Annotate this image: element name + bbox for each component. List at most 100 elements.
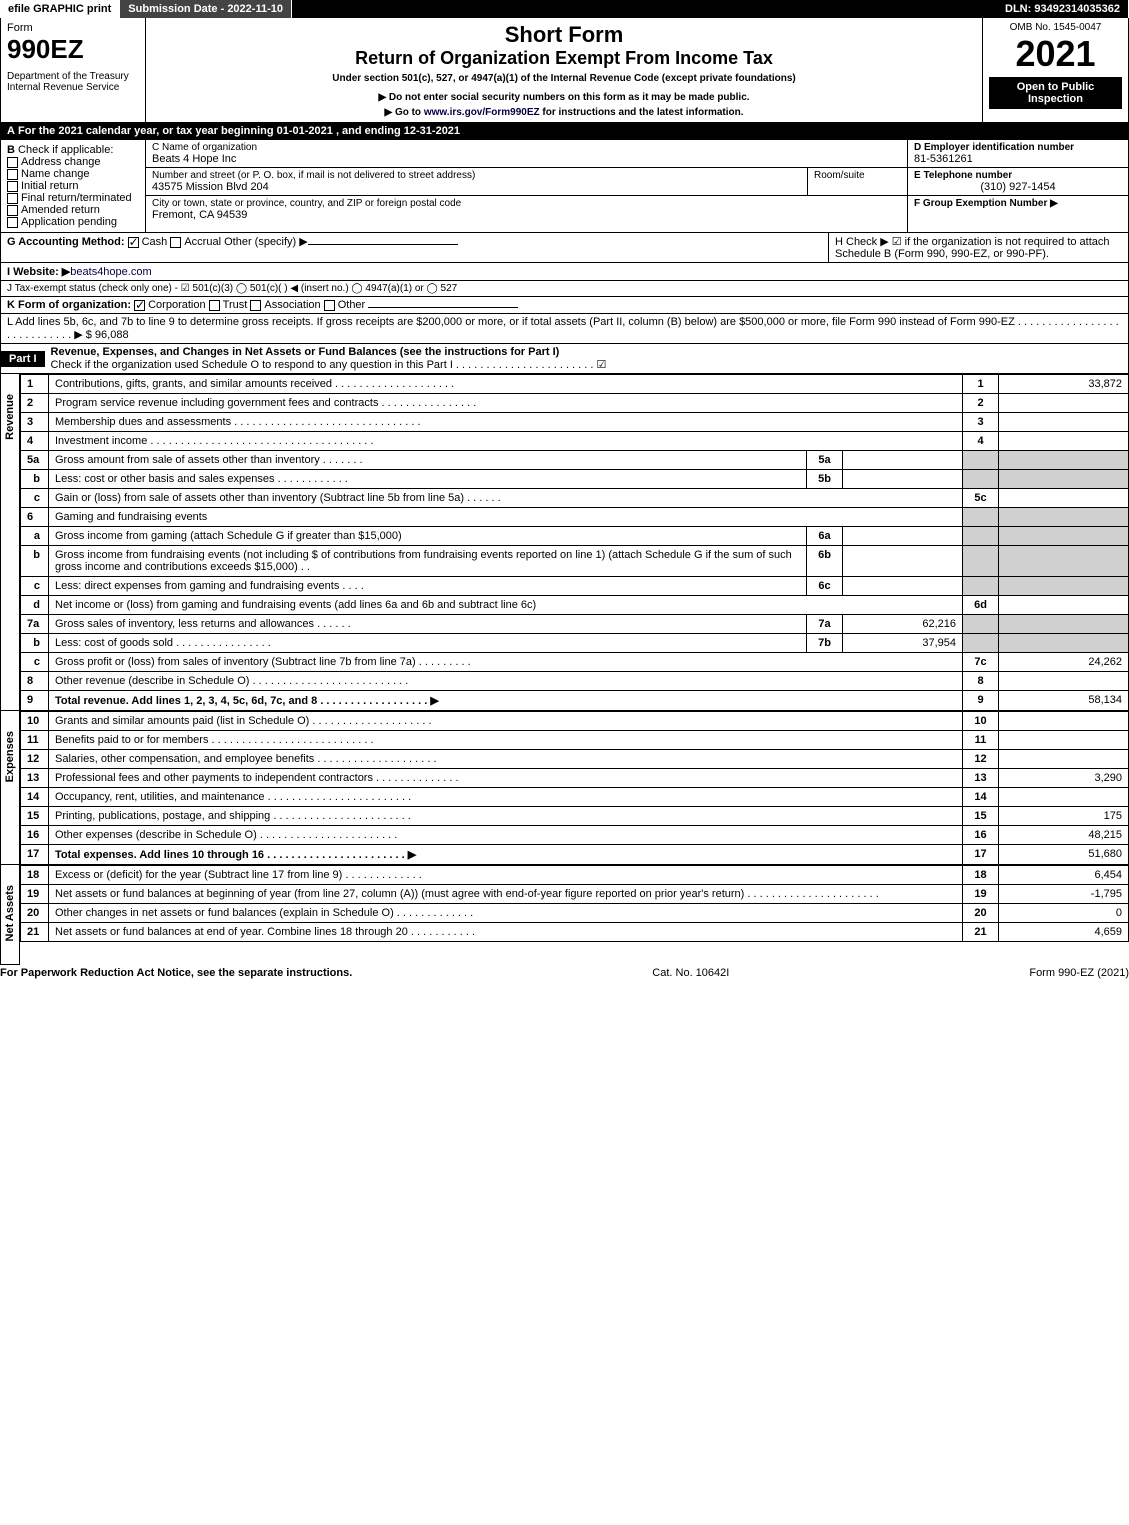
box-c: C Name of organization Beats 4 Hope Inc …: [146, 140, 908, 232]
expenses-section: Expenses 10Grants and similar amounts pa…: [0, 711, 1129, 865]
line-a: A For the 2021 calendar year, or tax yea…: [1, 123, 466, 139]
opt-other-org-label: Other: [338, 299, 366, 311]
opt-corporation-label: Corporation: [148, 299, 205, 311]
table-row: aGross income from gaming (attach Schedu…: [21, 527, 1129, 546]
line-l-row: L Add lines 5b, 6c, and 7b to line 9 to …: [0, 314, 1129, 344]
table-row: dNet income or (loss) from gaming and fu…: [21, 596, 1129, 615]
table-row: 13Professional fees and other payments t…: [21, 769, 1129, 788]
open-to-public: Open to Public Inspection: [989, 77, 1122, 109]
box-c-name: C Name of organization Beats 4 Hope Inc: [146, 140, 907, 168]
opt-other-label: Other (specify) ▶: [224, 236, 308, 248]
revenue-vlabel: Revenue: [0, 374, 20, 711]
table-row: 4Investment income . . . . . . . . . . .…: [21, 432, 1129, 451]
box-def: D Employer identification number 81-5361…: [908, 140, 1128, 232]
opt-other-org[interactable]: [324, 300, 335, 311]
opt-association[interactable]: [250, 300, 261, 311]
opt-application-pending[interactable]: Application pending: [7, 216, 139, 228]
table-row: 14Occupancy, rent, utilities, and mainte…: [21, 788, 1129, 807]
opt-address-change[interactable]: Address change: [7, 156, 139, 168]
submission-date[interactable]: Submission Date - 2022-11-10: [120, 0, 292, 18]
tax-year: 2021: [989, 33, 1122, 75]
table-row: 6Gaming and fundraising events: [21, 508, 1129, 527]
netassets-section: Net Assets 18Excess or (deficit) for the…: [0, 865, 1129, 965]
box-b: B Check if applicable: Address change Na…: [1, 140, 146, 232]
line-g-label: G Accounting Method:: [7, 236, 125, 248]
short-form-title: Short Form: [152, 22, 976, 48]
expenses-table: 10Grants and similar amounts paid (list …: [20, 711, 1129, 865]
opt-name-change-label: Name change: [21, 168, 90, 180]
ein-value: 81-5361261: [914, 153, 1122, 165]
footer-left: For Paperwork Reduction Act Notice, see …: [0, 967, 352, 979]
line-j: J Tax-exempt status (check only one) - ☑…: [1, 281, 463, 296]
city-label: City or town, state or province, country…: [152, 198, 901, 209]
form-number: 990EZ: [7, 34, 139, 65]
revenue-section: Revenue 1Contributions, gifts, grants, a…: [0, 374, 1129, 711]
table-row: 9Total revenue. Add lines 1, 2, 3, 4, 5c…: [21, 691, 1129, 711]
opt-accrual[interactable]: [170, 237, 181, 248]
table-row: 3Membership dues and assessments . . . .…: [21, 413, 1129, 432]
box-c-city: City or town, state or province, country…: [146, 196, 907, 223]
footer-right: Form 990-EZ (2021): [1029, 967, 1129, 979]
other-org-input[interactable]: [368, 307, 518, 308]
table-row: bLess: cost of goods sold . . . . . . . …: [21, 634, 1129, 653]
table-row: cLess: direct expenses from gaming and f…: [21, 577, 1129, 596]
efile-label[interactable]: efile GRAPHIC print: [0, 0, 120, 18]
box-c-addr: Number and street (or P. O. box, if mail…: [146, 168, 807, 195]
table-row: 12Salaries, other compensation, and empl…: [21, 750, 1129, 769]
opt-amended-return[interactable]: Amended return: [7, 204, 139, 216]
line-k-row: K Form of organization: Corporation Trus…: [0, 297, 1129, 314]
line-k: K Form of organization: Corporation Trus…: [1, 297, 524, 313]
opt-cash[interactable]: [128, 237, 139, 248]
line-g: G Accounting Method: Cash Accrual Other …: [1, 233, 828, 262]
table-row: bGross income from fundraising events (n…: [21, 546, 1129, 577]
header-right: OMB No. 1545-0047 2021 Open to Public In…: [983, 18, 1128, 122]
opt-corporation[interactable]: [134, 300, 145, 311]
line-j-row: J Tax-exempt status (check only one) - ☑…: [0, 281, 1129, 297]
form-header: Form 990EZ Department of the Treasury In…: [0, 18, 1129, 123]
opt-final-return[interactable]: Final return/terminated: [7, 192, 139, 204]
opt-association-label: Association: [264, 299, 320, 311]
table-row: 19Net assets or fund balances at beginni…: [21, 885, 1129, 904]
table-row: 1Contributions, gifts, grants, and simil…: [21, 375, 1129, 394]
table-row: 20Other changes in net assets or fund ba…: [21, 904, 1129, 923]
goto-note: ▶ Go to www.irs.gov/Form990EZ for instru…: [152, 107, 976, 118]
opt-initial-return[interactable]: Initial return: [7, 180, 139, 192]
netassets-vlabel: Net Assets: [0, 865, 20, 965]
line-h: H Check ▶ ☑ if the organization is not r…: [828, 233, 1128, 262]
footer-center: Cat. No. 10642I: [352, 967, 1029, 979]
line-g-h-row: G Accounting Method: Cash Accrual Other …: [0, 233, 1129, 263]
part1-header-row: Part I Revenue, Expenses, and Changes in…: [0, 344, 1129, 374]
expenses-vlabel-text: Expenses: [4, 711, 16, 802]
table-row: 10Grants and similar amounts paid (list …: [21, 712, 1129, 731]
return-title: Return of Organization Exempt From Incom…: [152, 48, 976, 69]
part1-title: Part I: [1, 351, 45, 367]
website-link[interactable]: beats4hope.com: [70, 266, 151, 278]
line-i-row: I Website: ▶beats4hope.com: [0, 263, 1129, 281]
top-bar: efile GRAPHIC print Submission Date - 20…: [0, 0, 1129, 18]
table-row: cGain or (loss) from sale of assets othe…: [21, 489, 1129, 508]
org-city: Fremont, CA 94539: [152, 209, 901, 221]
opt-trust[interactable]: [209, 300, 220, 311]
netassets-vlabel-text: Net Assets: [4, 865, 16, 961]
table-row: 15Printing, publications, postage, and s…: [21, 807, 1129, 826]
table-row: 7aGross sales of inventory, less returns…: [21, 615, 1129, 634]
table-row: 11Benefits paid to or for members . . . …: [21, 731, 1129, 750]
box-d: D Employer identification number 81-5361…: [908, 140, 1128, 168]
revenue-table: 1Contributions, gifts, grants, and simil…: [20, 374, 1129, 711]
opt-name-change[interactable]: Name change: [7, 168, 139, 180]
org-address: 43575 Mission Blvd 204: [152, 181, 801, 193]
part1-desc: Revenue, Expenses, and Changes in Net As…: [45, 344, 1128, 373]
opt-trust-label: Trust: [223, 299, 248, 311]
line-a-row: A For the 2021 calendar year, or tax yea…: [0, 123, 1129, 140]
irs-link[interactable]: www.irs.gov/Form990EZ: [424, 107, 540, 118]
box-f-label: F Group Exemption Number ▶: [914, 198, 1122, 209]
opt-address-change-label: Address change: [21, 156, 101, 168]
opt-cash-label: Cash: [142, 236, 168, 248]
dept-label: Department of the Treasury Internal Reve…: [7, 71, 139, 93]
box-d-label: D Employer identification number: [914, 142, 1122, 153]
other-specify-input[interactable]: [308, 244, 458, 245]
form-label: Form: [7, 22, 139, 34]
line-a-text: For the 2021 calendar year, or tax year …: [18, 125, 460, 137]
topbar-spacer: [292, 0, 997, 18]
box-e-label: E Telephone number: [914, 170, 1122, 181]
